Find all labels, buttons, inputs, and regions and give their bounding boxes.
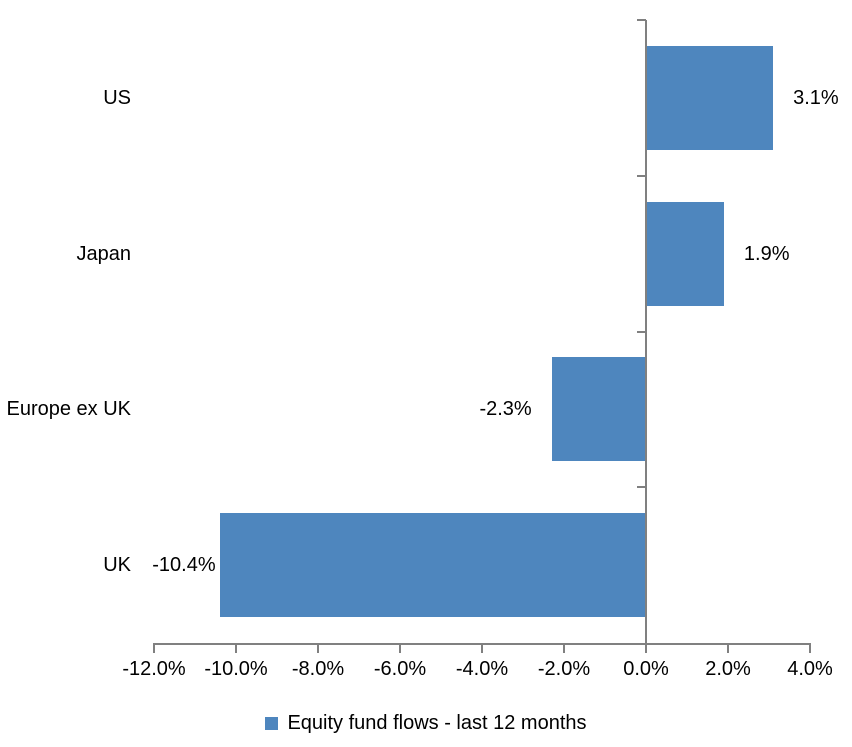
zero-axis-line bbox=[645, 20, 647, 645]
x-tick-label-2-0-: 2.0% bbox=[705, 658, 751, 680]
x-tick-label--6-0-: -6.0% bbox=[373, 658, 427, 680]
data-label-uk: -10.4% bbox=[152, 554, 216, 577]
category-label-europe-ex-uk: Europe ex UK bbox=[6, 398, 131, 421]
x-tick-label--10-0-: -10.0% bbox=[204, 658, 268, 680]
category-axis-tick bbox=[637, 19, 646, 21]
category-label-us: US bbox=[103, 86, 131, 109]
legend-label: Equity fund flows - last 12 months bbox=[287, 712, 587, 734]
legend-swatch-icon bbox=[265, 716, 279, 730]
bar-europe-ex-uk bbox=[551, 357, 646, 462]
x-axis-tick bbox=[399, 643, 401, 653]
x-tick-label--8-0-: -8.0% bbox=[291, 658, 345, 680]
x-axis-tick bbox=[481, 643, 483, 653]
x-axis-tick bbox=[727, 643, 729, 653]
category-axis-tick bbox=[637, 174, 646, 177]
category-label-uk: UK bbox=[103, 554, 131, 577]
data-label-japan: 1.9% bbox=[743, 242, 790, 265]
bar-us bbox=[646, 45, 774, 150]
category-axis-tick bbox=[637, 330, 646, 333]
x-axis-tick bbox=[809, 643, 811, 653]
x-tick-label--4-0-: -4.0% bbox=[455, 658, 509, 680]
category-axis-tick bbox=[637, 486, 646, 489]
x-tick-label--2-0-: -2.0% bbox=[537, 658, 591, 680]
bar-japan bbox=[646, 201, 724, 306]
legend: Equity fund flows - last 12 months bbox=[0, 707, 852, 739]
data-label-europe-ex-uk: -2.3% bbox=[479, 398, 532, 421]
x-axis-tick bbox=[563, 643, 565, 653]
bar-uk bbox=[219, 513, 646, 618]
x-axis-tick bbox=[317, 643, 319, 653]
x-tick-label--12-0-: -12.0% bbox=[122, 658, 186, 680]
x-axis-tick bbox=[235, 643, 237, 653]
x-tick-label-4-0-: 4.0% bbox=[787, 658, 833, 680]
x-axis-tick bbox=[153, 643, 155, 653]
category-label-japan: Japan bbox=[76, 242, 132, 265]
x-tick-label-0-0-: 0.0% bbox=[623, 658, 669, 680]
data-label-us: 3.1% bbox=[793, 86, 839, 109]
x-axis-tick bbox=[645, 643, 647, 653]
x-axis-line bbox=[153, 643, 811, 645]
